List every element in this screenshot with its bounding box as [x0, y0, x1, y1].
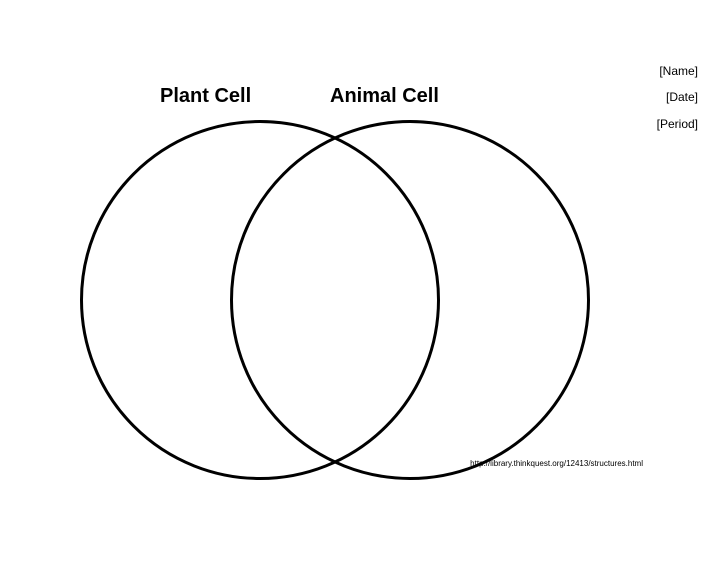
venn-right-label: Animal Cell — [330, 85, 439, 108]
venn-left-label: Plant Cell — [160, 85, 251, 108]
date-field: [Date] — [657, 84, 698, 110]
venn-diagram — [50, 110, 590, 510]
header-fields: [Name] [Date] [Period] — [657, 58, 698, 137]
venn-circle-right — [230, 120, 590, 480]
footer-source-url: http://library.thinkquest.org/12413/stru… — [470, 459, 643, 468]
name-field: [Name] — [657, 58, 698, 84]
period-field: [Period] — [657, 111, 698, 137]
